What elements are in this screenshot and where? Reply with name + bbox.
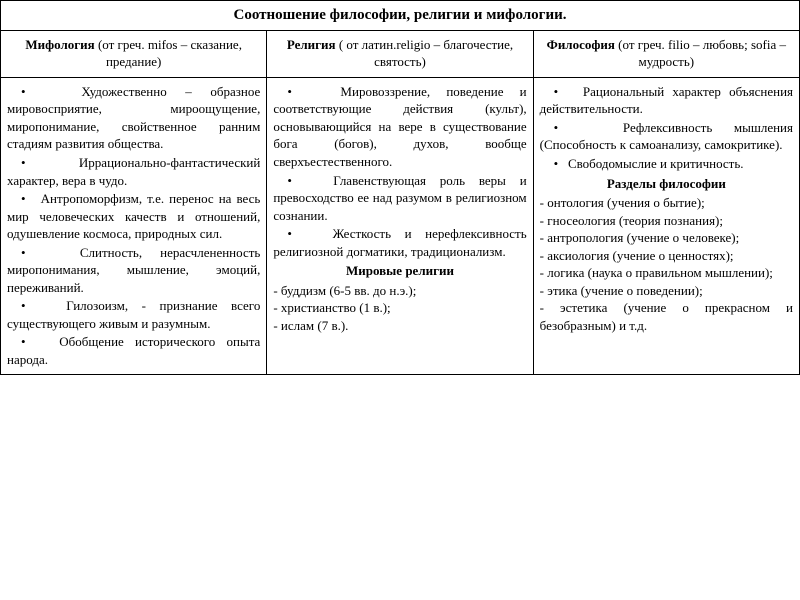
world-religion-item: - буддизм (6-5 вв. до н.э.); [273, 282, 526, 300]
term-philosophy: Философия [547, 37, 615, 52]
phil-item: • Рациональный характер объяснения дейст… [540, 83, 793, 118]
rel-item: • Главенствующая роль веры и превосходст… [273, 172, 526, 225]
etym-mythology: (от греч. mifos – сказание, предание) [95, 37, 242, 69]
content-philosophy: • Рациональный характер объяснения дейст… [533, 77, 799, 374]
phil-section-item: - аксиология (учение о ценностях); [540, 247, 793, 265]
content-mythology: • Художественно – образное мировосприяти… [1, 77, 267, 374]
myth-item: • Слитность, нерасчлененность миропонима… [7, 244, 260, 297]
header-religion: Религия ( от латин.religio – благочестие… [267, 31, 533, 78]
phil-section-item: - гносеология (теория познания); [540, 212, 793, 230]
rel-item: • Жесткость и нерефлексивность религиозн… [273, 225, 526, 260]
rel-item: • Мировоззрение, поведение и соответству… [273, 83, 526, 171]
phil-section-item: - антропология (учение о человеке); [540, 229, 793, 247]
myth-item: • Иррационально-фантастический характер,… [7, 154, 260, 189]
phil-item: • Свободомыслие и критичность. [540, 155, 793, 173]
header-philosophy: Философия (от греч. filio – любовь; sofi… [533, 31, 799, 78]
content-religion: • Мировоззрение, поведение и соответству… [267, 77, 533, 374]
comparison-table: Соотношение философии, религии и мифолог… [0, 0, 800, 375]
world-religion-item: - ислам (7 в.). [273, 317, 526, 335]
philosophy-subheading: Разделы философии [540, 175, 793, 193]
myth-item: • Обобщение исторического опыта народа. [7, 333, 260, 368]
phil-section-item: - эстетика (учение о прекрасном и безобр… [540, 299, 793, 334]
phil-section-item: - логика (наука о правильном мышлении); [540, 264, 793, 282]
phil-item: • Рефлексивность мышления (Способность к… [540, 119, 793, 154]
myth-item: • Антропоморфизм, т.е. перенос на весь м… [7, 190, 260, 243]
phil-section-item: - этика (учение о поведении); [540, 282, 793, 300]
term-mythology: Мифология [25, 37, 94, 52]
myth-item: • Гилозоизм, - признание всего существую… [7, 297, 260, 332]
etym-philosophy: (от греч. filio – любовь; sofia – мудрос… [615, 37, 786, 69]
phil-section-item: - онтология (учения о бытие); [540, 194, 793, 212]
header-mythology: Мифология (от греч. mifos – сказание, пр… [1, 31, 267, 78]
world-religion-item: - христианство (1 в.); [273, 299, 526, 317]
religion-subheading: Мировые религии [273, 262, 526, 280]
etym-religion: ( от латин.religio – благочестие, святос… [336, 37, 514, 69]
table-title: Соотношение философии, религии и мифолог… [1, 1, 800, 31]
myth-item: • Художественно – образное мировосприяти… [7, 83, 260, 153]
term-religion: Религия [287, 37, 336, 52]
